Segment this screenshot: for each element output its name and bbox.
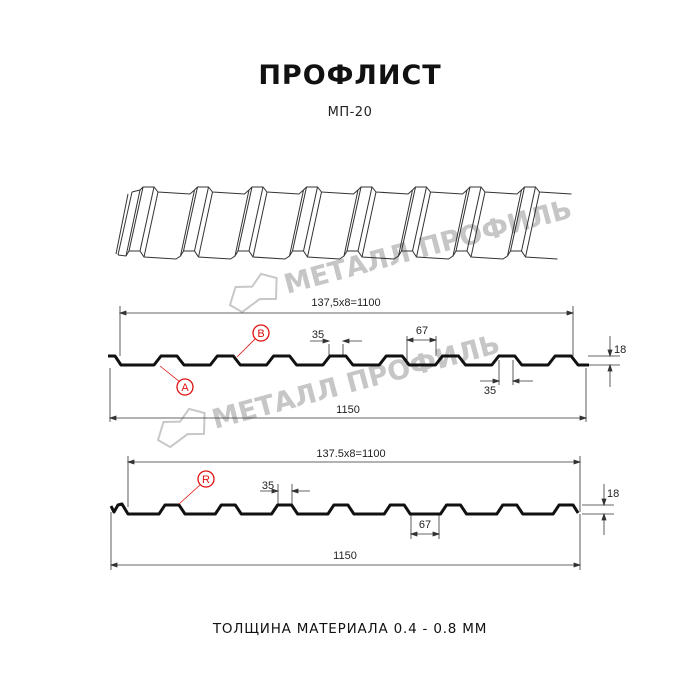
sheet-edge xyxy=(307,191,322,258)
page-subtitle: МП-20 xyxy=(327,105,373,120)
watermark-logo-icon xyxy=(156,407,206,449)
profile-section-1 xyxy=(108,306,620,422)
sheet-edge xyxy=(183,186,198,252)
sheet-edge xyxy=(525,191,540,258)
sheet-edge xyxy=(128,186,144,252)
sheet-edge xyxy=(401,186,416,252)
sheet-edge xyxy=(125,189,141,257)
sheet-edge xyxy=(143,191,159,258)
marker-a: A xyxy=(159,365,194,396)
profile-line-1 xyxy=(108,354,589,367)
sheet-edge xyxy=(346,186,362,252)
sheet-edge xyxy=(452,189,468,257)
sheet-edge xyxy=(455,186,471,252)
sheet-edge xyxy=(357,186,373,252)
marker-b-label: B xyxy=(257,328,264,340)
sheet-edge xyxy=(521,186,536,252)
sheet-edge xyxy=(194,186,209,252)
dim-height-2: 18 xyxy=(607,488,619,500)
sheet-edge xyxy=(139,186,155,252)
sheet-edge xyxy=(248,186,264,252)
sheet-edge xyxy=(117,250,558,260)
watermark-2: МЕТАЛЛ ПРОФИЛЬ xyxy=(156,329,504,449)
sheet-edge xyxy=(234,189,250,257)
dimension-arrows xyxy=(118,310,575,316)
sheet-edge xyxy=(398,189,413,257)
marker-b: B xyxy=(236,324,270,358)
profile-line-2 xyxy=(109,502,580,516)
dim-height-1: 18 xyxy=(614,344,626,356)
dim-top-width-1: 35 xyxy=(312,329,324,341)
sheet-edge xyxy=(198,191,213,258)
sheet-edge xyxy=(180,189,195,257)
watermark-logo-icon xyxy=(228,272,278,314)
dim-rib-base-1: 67 xyxy=(416,325,428,337)
sheet-edge xyxy=(507,189,522,257)
sheet-edge xyxy=(117,191,133,256)
dim-useful-width-1: 137,5x8=1100 xyxy=(311,297,380,309)
watermark-text: МЕТАЛЛ ПРОФИЛЬ xyxy=(281,194,576,301)
sheet-edge xyxy=(131,186,572,195)
marker-a-label: A xyxy=(181,382,189,394)
sheet-edge xyxy=(343,189,359,257)
dim-top-width-2: 35 xyxy=(262,480,274,492)
sheet-edge xyxy=(292,186,307,252)
sheet-edge xyxy=(416,191,431,258)
sheet-edge xyxy=(361,191,377,258)
sheet-edge xyxy=(115,193,129,255)
dim-full-width-2: 1150 xyxy=(333,550,357,562)
profile-section-2 xyxy=(109,456,614,570)
sheet-edge xyxy=(470,191,486,258)
sheet-3d-view xyxy=(115,186,572,260)
marker-r-label: R xyxy=(202,474,210,486)
dim-full-width-1: 1150 xyxy=(336,404,360,416)
sheet-edge xyxy=(412,186,427,252)
material-thickness-note: ТОЛЩИНА МАТЕРИАЛА 0.4 - 0.8 ММ xyxy=(212,621,488,637)
dim-bottom-width-1: 35 xyxy=(484,385,496,397)
sheet-edge xyxy=(510,186,525,252)
sheet-edge xyxy=(466,186,482,252)
marker-r: R xyxy=(178,470,215,505)
sheet-edge xyxy=(289,189,304,257)
watermark-text: МЕТАЛЛ ПРОФИЛЬ xyxy=(209,329,504,436)
sheet-edge xyxy=(252,191,268,258)
sheet-edge xyxy=(237,186,253,252)
dim-useful-width-2: 137.5x8=1100 xyxy=(316,448,385,460)
dim-rib-base-2: 67 xyxy=(419,519,431,531)
sheet-edge xyxy=(303,186,318,252)
page-title: ПРОФЛИСТ xyxy=(258,60,442,91)
